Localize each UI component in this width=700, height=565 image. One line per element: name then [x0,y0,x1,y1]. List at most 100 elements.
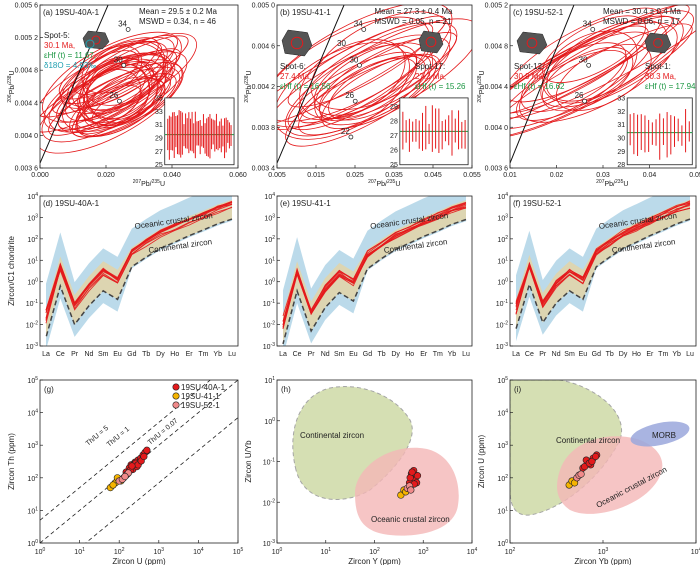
data-point [128,462,136,470]
plot-frame [39,379,239,544]
x-tick-label: 0.04 [643,172,657,179]
analysis-spot-circle [290,36,304,50]
inset-y-tick-label: 33 [155,109,163,116]
x-tick-label: 103 [154,547,165,556]
ree-category-label: La [42,351,50,358]
ree-category-label: Tb [377,351,385,358]
inset-y-tick-label: 28 [617,162,625,169]
ree-category-label: Dy [619,351,628,358]
y-tick-label: 10-2 [26,321,38,330]
error-ellipse [277,42,410,140]
y-tick-label: 103 [497,441,508,450]
x-tick-label: 0.000 [31,172,49,179]
y-tick-label: 0.003 6 [485,166,508,173]
ree-pattern-line [45,203,233,311]
concordia-age-label: 30 [337,39,346,48]
zircon-cl-image [82,30,110,50]
y-tick-label: 100 [497,539,508,548]
plot-area [515,196,691,342]
ree-category-label: Er [186,351,194,358]
y-tick-label: 0.004 6 [252,43,275,50]
panel-title: (e) 19SU-41-1 [280,199,331,208]
concordia-age-label: 30 [579,55,588,64]
continental-field-boundary [45,218,233,338]
plot-frame [276,4,473,169]
y-tick-label: 10-2 [496,321,508,330]
ree-category-label: Yb [213,351,222,358]
error-ellipse [77,69,142,124]
x-tick-label: 0.015 [307,172,325,179]
inset-y-tick-label: 32 [617,109,625,116]
y-tick-label: 0.005 2 [15,35,38,42]
y-tick-label: 102 [264,235,275,244]
error-ellipse [542,15,646,84]
y-tick-label: 100 [264,417,275,426]
spot-age: 30.3 Ma, [645,72,676,81]
panel-c: 34 30 26 0.01 0.02 0.03 0.04 0.05 0.003 6 0.004 0… [477,3,700,189]
error-ellipse [510,7,663,103]
y-tick-label: 0.003 6 [15,166,38,173]
y-tick-label: 0.004 0 [15,133,38,140]
continental-field-boundary [515,218,691,330]
y-tick-label: 102 [27,235,38,244]
ree-category-label: Sm [564,351,575,358]
age-marker [590,27,596,32]
ree-pattern-line [515,207,691,309]
x-axis-label: 207Pb/235U [368,179,400,188]
legend-label: 19SU-52-1 [181,401,220,410]
y-tick-label: 0.004 2 [252,84,275,91]
plot-frame [39,4,239,169]
analysis-spot-circle [653,38,663,48]
y-tick-label: 0.004 4 [15,100,38,107]
y-tick-label: 0.003 4 [252,166,275,173]
y-axis-label: 206Pb/238U [244,70,253,102]
y-tick-label: 100 [27,278,38,287]
error-ellipse [71,42,164,114]
y-tick-label: 0.005 2 [485,3,508,10]
y-tick-label: 101 [27,506,38,515]
inset-y-tick-label: 31 [617,122,625,129]
spot-hf: εHf (t) = 17.94 [645,82,696,91]
ree-category-label: Dy [391,351,400,358]
age-marker [121,62,127,68]
error-ellipse [52,35,189,114]
ree-category-label: Gd [592,351,601,358]
error-ellipse [515,49,628,121]
age-marker [117,98,122,104]
age-marker [125,27,131,32]
x-tick-label: 0.045 [424,172,442,179]
error-ellipse [510,10,694,139]
panel-title: (h) [281,385,291,394]
inset-y-tick-label: 26 [390,148,398,155]
data-point [591,452,600,461]
x-tick-label: 0.035 [385,172,403,179]
x-tick-label: 0.025 [346,172,364,179]
y-tick-label: 104 [27,409,38,418]
data-point [109,481,117,489]
x-tick-label: 0.020 [97,172,115,179]
ree-pattern-line [515,201,691,311]
morb-field [630,421,690,447]
error-ellipse [285,18,472,137]
ree-category-label: Eu [579,351,588,358]
ree-category-label: Ho [170,351,179,358]
panel-f: La Ce Pr Nd Sm Eu Gd Tb Dy Ho Er Tm Yb Lu (f) 19SU-52-… [510,195,694,358]
x-tick-label: 0.055 [463,172,481,179]
y-tick-label: 0.004 8 [15,68,38,75]
panel-title: (c) 19SU-52-1 [513,8,564,17]
ree-category-label: Eu [113,351,122,358]
th-u-ratio-line [40,380,211,521]
spot-label: Spot-12: [514,62,544,71]
ree-category-label: La [279,351,287,358]
panel-title: (i) [514,385,521,394]
inset-y-tick-label: 30 [617,136,625,143]
ree-category-label: Sm [98,351,109,358]
y-axis-label: Zircon Th (ppm) [7,433,16,490]
error-ellipse [298,32,457,124]
spot-oxygen: δ18O = 4.93‰ [44,61,96,70]
error-ellipse [510,5,696,119]
ree-pattern-line [282,202,467,325]
plot-frame [509,379,697,544]
